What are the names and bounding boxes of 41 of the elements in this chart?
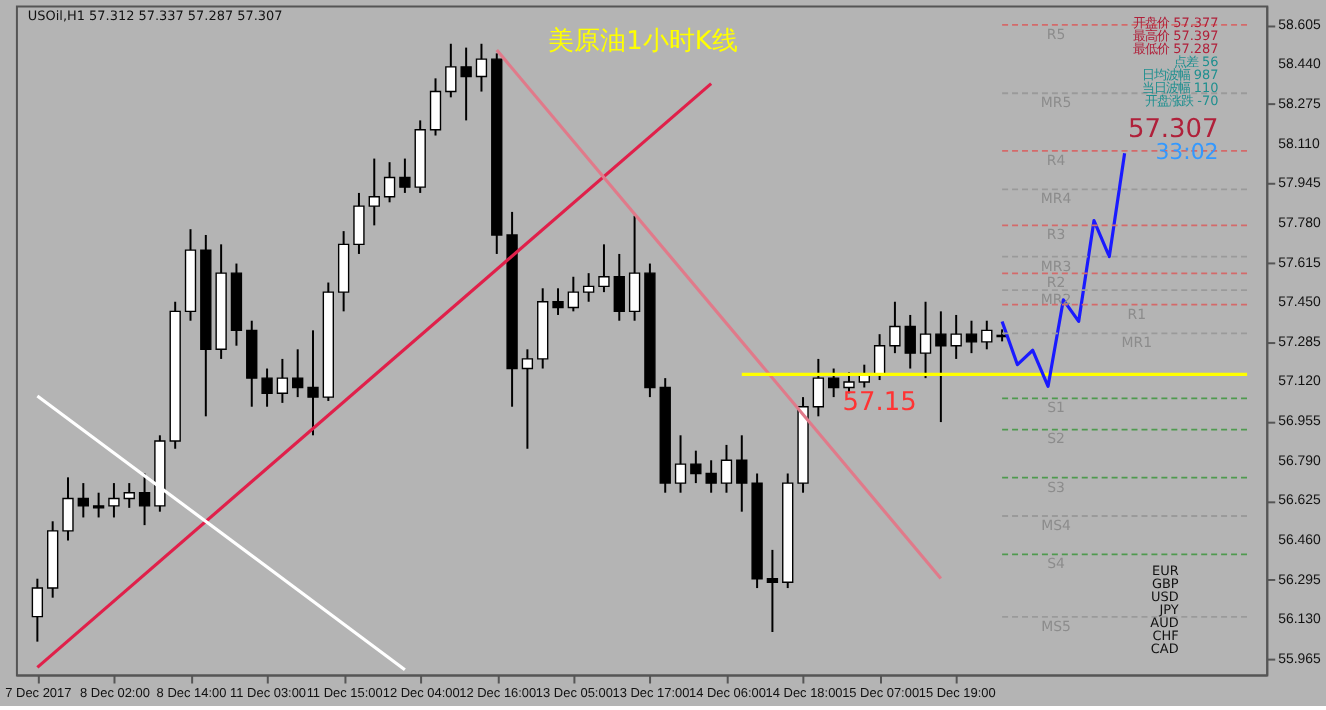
candlestick [429, 77, 442, 137]
candlestick [567, 275, 580, 313]
candlestick [108, 482, 120, 519]
candlestick [62, 476, 74, 542]
candlestick [919, 300, 932, 380]
candlestick [399, 157, 411, 194]
candlestick [368, 157, 380, 227]
candlestick [965, 319, 978, 355]
candlestick [292, 348, 304, 399]
candlestick [873, 333, 886, 382]
candlestick [138, 472, 151, 527]
candlestick [353, 191, 365, 255]
candlestick [598, 243, 610, 294]
candlestick [521, 348, 534, 450]
candlestick [552, 287, 564, 316]
candlestick [981, 319, 993, 351]
annotation: 57.15 [842, 388, 917, 419]
candlestick [246, 319, 258, 408]
candlestick [77, 482, 89, 519]
candlestick [720, 443, 733, 494]
candlestick [613, 252, 625, 322]
candlestick [674, 434, 687, 494]
line-series [1000, 151, 1127, 388]
candlestick [123, 482, 135, 509]
candlestick [31, 577, 44, 643]
candlestick [889, 300, 901, 355]
candlestick [261, 367, 273, 408]
candlestick [582, 272, 595, 303]
candlestick [766, 548, 779, 634]
candlestick [827, 367, 840, 399]
candlestick [276, 357, 289, 404]
text: 美原油1小时K线 [548, 25, 738, 58]
candlestick [92, 491, 105, 519]
candlestick [904, 313, 916, 370]
candlestick [812, 357, 825, 418]
candlestick [383, 161, 396, 204]
candlestick [736, 434, 748, 513]
candlestick [628, 214, 641, 322]
candlestick [337, 230, 350, 313]
candlestick [307, 329, 319, 437]
candlestick [475, 42, 488, 93]
